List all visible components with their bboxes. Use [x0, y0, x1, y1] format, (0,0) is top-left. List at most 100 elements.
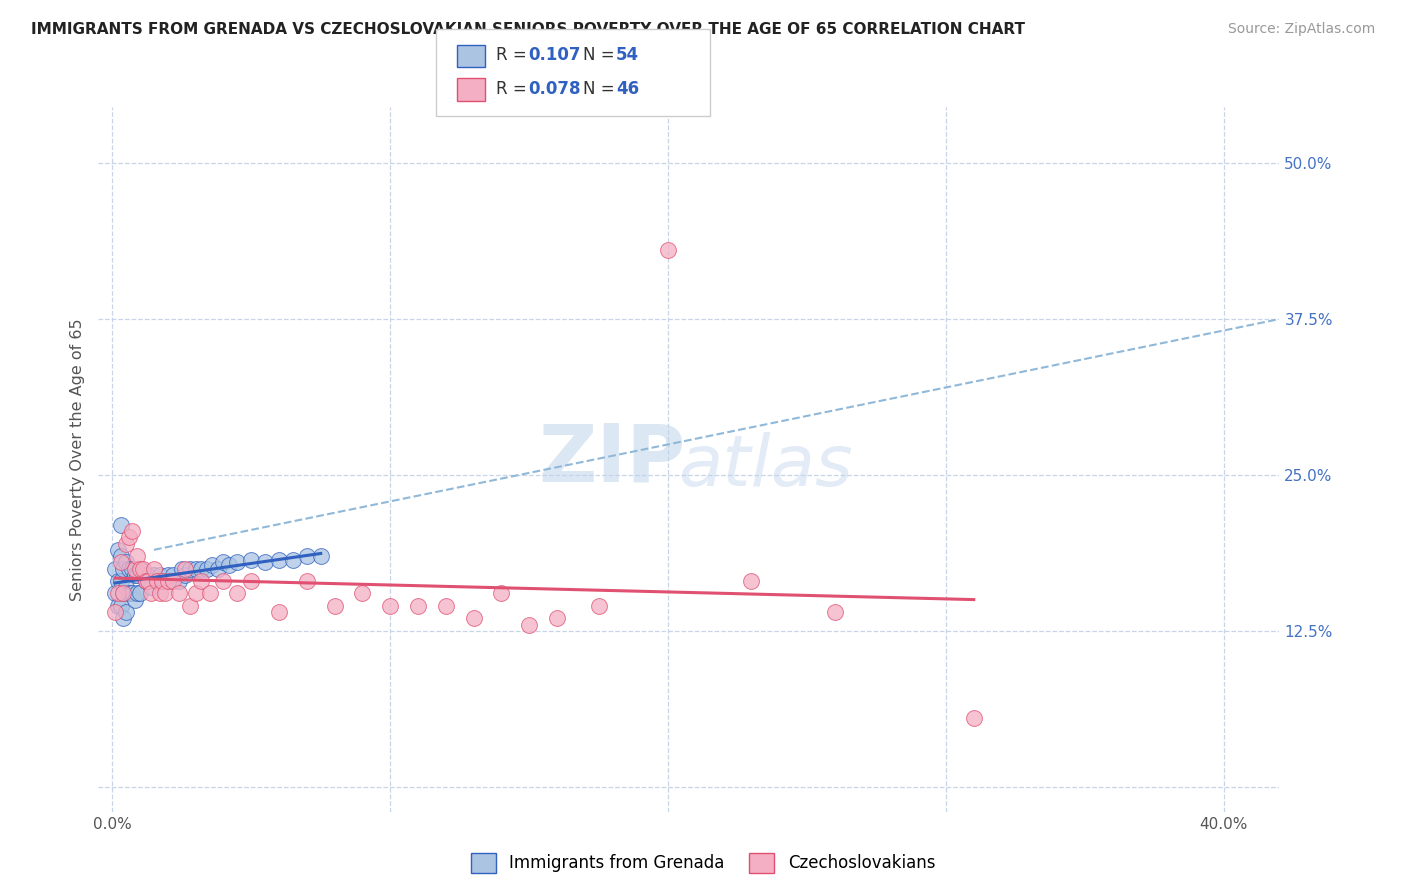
- Point: [112, 561, 135, 575]
- Point: [104, 605, 127, 619]
- Point: [517, 617, 540, 632]
- Point: [115, 580, 138, 594]
- Point: [824, 605, 846, 619]
- Point: [127, 567, 149, 582]
- Point: [406, 599, 429, 613]
- Point: [110, 517, 132, 532]
- Point: [148, 567, 170, 582]
- Point: [127, 586, 149, 600]
- Point: [110, 549, 132, 563]
- Point: [281, 553, 304, 567]
- Point: [546, 611, 568, 625]
- Point: [121, 561, 143, 575]
- Point: [138, 574, 160, 588]
- Point: [129, 586, 152, 600]
- Point: [963, 711, 986, 725]
- Point: [135, 574, 157, 588]
- Point: [463, 611, 485, 625]
- Point: [226, 586, 249, 600]
- Point: [212, 555, 235, 569]
- Point: [173, 567, 195, 582]
- Point: [170, 561, 193, 575]
- Point: [309, 549, 332, 563]
- Point: [588, 599, 610, 613]
- Text: 46: 46: [616, 80, 638, 98]
- Point: [127, 549, 149, 563]
- Text: 0.107: 0.107: [529, 46, 581, 64]
- Point: [212, 574, 235, 588]
- Point: [240, 553, 263, 567]
- Point: [218, 558, 240, 572]
- Text: R =: R =: [496, 80, 533, 98]
- Text: ZIP: ZIP: [538, 420, 686, 499]
- Point: [124, 592, 146, 607]
- Point: [156, 567, 179, 582]
- Point: [207, 561, 229, 575]
- Point: [156, 574, 179, 588]
- Point: [118, 586, 141, 600]
- Point: [110, 599, 132, 613]
- Text: Source: ZipAtlas.com: Source: ZipAtlas.com: [1227, 22, 1375, 37]
- Point: [380, 599, 402, 613]
- Text: 54: 54: [616, 46, 638, 64]
- Point: [115, 605, 138, 619]
- Point: [179, 599, 201, 613]
- Point: [167, 574, 190, 588]
- Text: 0.078: 0.078: [529, 80, 581, 98]
- Point: [173, 561, 195, 575]
- Point: [195, 561, 218, 575]
- Point: [121, 586, 143, 600]
- Point: [295, 574, 318, 588]
- Point: [267, 553, 290, 567]
- Point: [254, 555, 277, 569]
- Point: [491, 586, 513, 600]
- Point: [112, 586, 135, 600]
- Point: [143, 567, 166, 582]
- Point: [115, 536, 138, 550]
- Text: N =: N =: [583, 46, 620, 64]
- Point: [107, 599, 129, 613]
- Point: [240, 574, 263, 588]
- Text: atlas: atlas: [679, 432, 853, 501]
- Point: [184, 561, 207, 575]
- Point: [110, 574, 132, 588]
- Point: [190, 561, 212, 575]
- Point: [323, 599, 346, 613]
- Point: [118, 530, 141, 544]
- Point: [107, 574, 129, 588]
- Text: IMMIGRANTS FROM GRENADA VS CZECHOSLOVAKIAN SENIORS POVERTY OVER THE AGE OF 65 CO: IMMIGRANTS FROM GRENADA VS CZECHOSLOVAKI…: [31, 22, 1025, 37]
- Point: [159, 574, 181, 588]
- Point: [179, 561, 201, 575]
- Point: [167, 586, 190, 600]
- Point: [129, 561, 152, 575]
- Point: [107, 586, 129, 600]
- Point: [201, 558, 224, 572]
- Point: [190, 574, 212, 588]
- Point: [143, 561, 166, 575]
- Point: [115, 555, 138, 569]
- Point: [352, 586, 374, 600]
- Y-axis label: Seniors Poverty Over the Age of 65: Seniors Poverty Over the Age of 65: [69, 318, 84, 600]
- Point: [141, 580, 163, 594]
- Point: [132, 567, 155, 582]
- Legend: Immigrants from Grenada, Czechoslovakians: Immigrants from Grenada, Czechoslovakian…: [464, 847, 942, 880]
- Point: [138, 567, 160, 582]
- Point: [124, 561, 146, 575]
- Point: [150, 574, 173, 588]
- Point: [740, 574, 762, 588]
- Point: [226, 555, 249, 569]
- Point: [146, 574, 169, 588]
- Point: [110, 555, 132, 569]
- Point: [141, 586, 163, 600]
- Point: [184, 586, 207, 600]
- Point: [112, 611, 135, 625]
- Point: [135, 574, 157, 588]
- Point: [295, 549, 318, 563]
- Point: [162, 574, 184, 588]
- Point: [104, 586, 127, 600]
- Point: [198, 586, 221, 600]
- Point: [118, 561, 141, 575]
- Point: [657, 244, 679, 258]
- Point: [124, 567, 146, 582]
- Text: N =: N =: [583, 80, 620, 98]
